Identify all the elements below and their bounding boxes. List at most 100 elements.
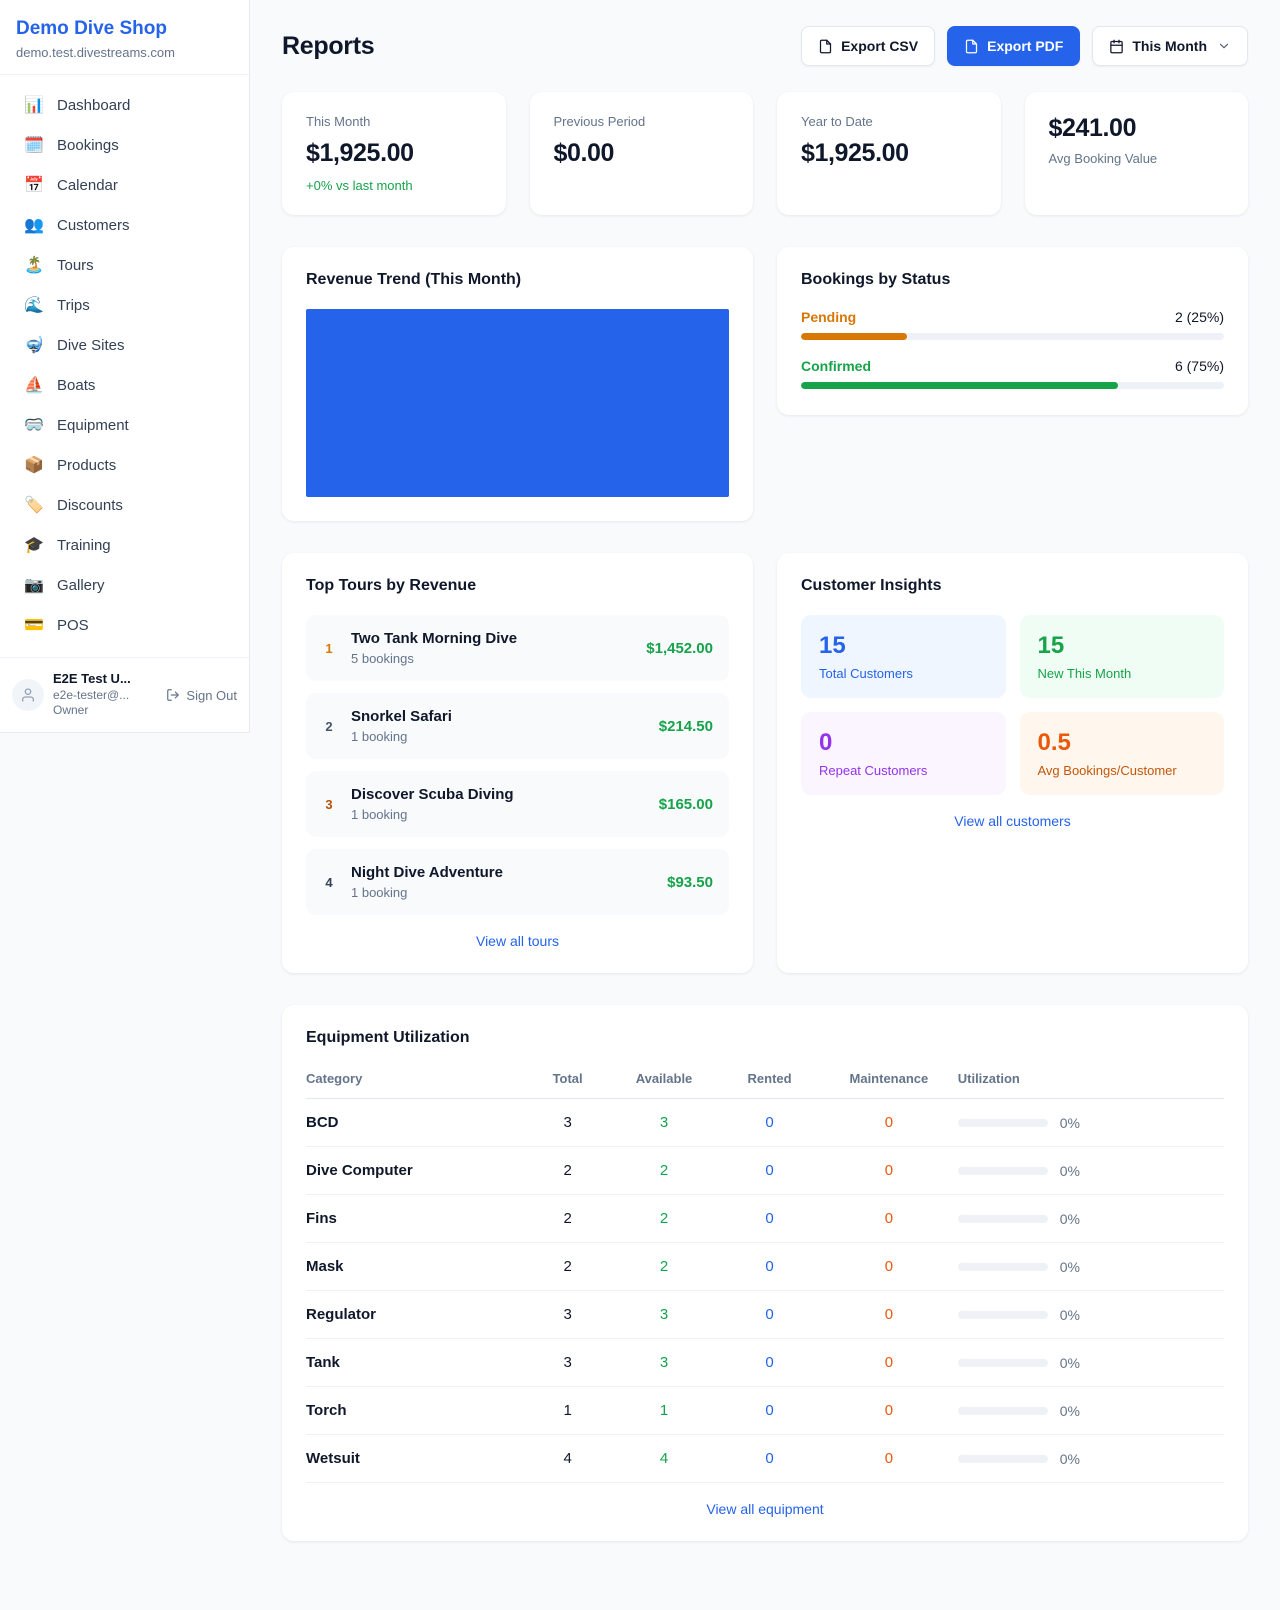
status-count-pending: 2 (25%) [1174, 309, 1224, 325]
status-row-pending: Pending 2 (25%) [801, 309, 1224, 340]
discounts-icon: 🏷️ [24, 497, 44, 514]
stat-label: Previous Period [553, 114, 646, 129]
customer-insights-card: Customer Insights 15 Total Customers 15 … [777, 553, 1248, 973]
sidebar-item-dive-sites[interactable]: 🤿 Dive Sites [0, 325, 249, 365]
equipment-rented: 0 [719, 1242, 821, 1291]
brand-domain: demo.test.divestreams.com [16, 45, 175, 60]
period-dropdown[interactable]: This Month [1092, 26, 1248, 66]
table-row: Torch 1 1 0 0 0% [306, 1386, 1224, 1435]
tour-amount: $93.50 [667, 873, 713, 891]
sidebar-item-equipment[interactable]: 🥽 Equipment [0, 405, 249, 445]
sidebar-item-products[interactable]: 📦 Products [0, 445, 249, 485]
utilization-percent: 0% [1059, 1210, 1080, 1227]
equipment-total: 4 [526, 1434, 609, 1483]
equipment-available: 4 [608, 1434, 720, 1483]
equipment-utilization-card: Equipment Utilization Category Total Ava… [282, 1005, 1248, 1541]
column-header: Maintenance [820, 1067, 958, 1099]
equipment-rented: 0 [719, 1098, 821, 1147]
sidebar-item-discounts[interactable]: 🏷️ Discounts [0, 485, 249, 525]
stat-delta: +0% vs last month [306, 178, 413, 193]
equipment-category: Mask [306, 1242, 527, 1291]
table-row: Regulator 3 3 0 0 0% [306, 1290, 1224, 1339]
sidebar-item-label: Discounts [57, 496, 123, 514]
user-name: E2E Test U... [53, 671, 131, 686]
tour-name: Two Tank Morning Dive [351, 630, 518, 647]
utilization-cell: 0% [957, 1115, 1216, 1131]
tour-bookings: 1 booking [351, 885, 408, 900]
tile-label: New This Month [1037, 666, 1132, 681]
table-row: BCD 3 3 0 0 0% [306, 1098, 1224, 1147]
sign-out-button[interactable]: Sign Out [166, 688, 237, 703]
column-header: Rented [719, 1067, 821, 1099]
bookings-icon: 🗓️ [24, 137, 44, 154]
equipment-total: 2 [526, 1146, 609, 1195]
sidebar-item-label: Tours [57, 256, 94, 274]
sidebar-item-label: POS [57, 616, 89, 634]
view-all-equipment-link[interactable]: View all equipment [706, 1501, 824, 1517]
status-row-confirmed: Confirmed 6 (75%) [801, 358, 1224, 389]
equipment-maintenance: 0 [820, 1290, 958, 1339]
sidebar-item-trips[interactable]: 🌊 Trips [0, 285, 249, 325]
stats-row: This Month $1,925.00 +0% vs last month P… [282, 92, 1248, 215]
column-header: Category [306, 1067, 527, 1099]
tile-total-customers: 15 Total Customers [801, 615, 1006, 698]
sidebar-item-label: Dashboard [57, 96, 131, 114]
export-csv-button[interactable]: Export CSV [801, 26, 936, 66]
tour-row: 1 Two Tank Morning Dive 5 bookings $1,45… [306, 615, 729, 681]
utilization-cell: 0% [957, 1163, 1216, 1179]
sidebar-item-label: Dive Sites [57, 336, 125, 354]
pos-icon: 💳 [24, 617, 44, 634]
equipment-maintenance: 0 [820, 1434, 958, 1483]
tour-row: 2 Snorkel Safari 1 booking $214.50 [306, 693, 729, 759]
table-row: Mask 2 2 0 0 0% [306, 1242, 1224, 1291]
utilization-bar-track [957, 1406, 1048, 1415]
tour-rank: 1 [325, 640, 333, 656]
customers-icon: 👥 [24, 217, 44, 234]
sidebar-item-label: Products [57, 456, 117, 474]
stat-card-avg-booking-value: $241.00 Avg Booking Value [1024, 92, 1248, 215]
person-icon [22, 688, 34, 702]
status-bar-fill-pending [801, 333, 907, 340]
sidebar-item-customers[interactable]: 👥 Customers [0, 205, 249, 245]
utilization-percent: 0% [1059, 1402, 1080, 1419]
equipment-category: Fins [306, 1194, 527, 1243]
equipment-category: BCD [306, 1098, 527, 1147]
column-header: Total [526, 1067, 609, 1099]
sidebar-item-calendar[interactable]: 📅 Calendar [0, 165, 249, 205]
table-row: Dive Computer 2 2 0 0 0% [306, 1146, 1224, 1195]
chevron-down-icon [1217, 39, 1231, 53]
equipment-rented: 0 [719, 1338, 821, 1387]
user-email: e2e-tester@... [53, 687, 130, 702]
sidebar-item-boats[interactable]: ⛵ Boats [0, 365, 249, 405]
view-all-customers-link[interactable]: View all customers [954, 813, 1071, 829]
sidebar-item-label: Customers [57, 216, 130, 234]
sidebar-item-pos[interactable]: 💳 POS [0, 605, 249, 645]
column-header: Utilization [957, 1067, 1224, 1099]
sidebar-item-tours[interactable]: 🏝️ Tours [0, 245, 249, 285]
equipment-maintenance: 0 [820, 1194, 958, 1243]
equipment-table: Category Total Available Rented Maintena… [306, 1067, 1224, 1483]
tour-bookings: 5 bookings [351, 651, 414, 666]
sidebar-item-training[interactable]: 🎓 Training [0, 525, 249, 565]
status-bar-track [801, 333, 1224, 340]
view-all-tours-link[interactable]: View all tours [475, 933, 559, 949]
equipment-total: 2 [526, 1242, 609, 1291]
export-pdf-button[interactable]: Export PDF [947, 26, 1081, 66]
utilization-bar-track [957, 1262, 1048, 1271]
user-role: Owner [53, 703, 89, 718]
revenue-trend-chart [306, 309, 729, 497]
page-title: Reports [282, 31, 375, 60]
bookings-by-status-card: Bookings by Status Pending 2 (25%) Confi… [777, 247, 1248, 415]
stat-card-year-to-date: Year to Date $1,925.00 [777, 92, 1001, 215]
equipment-available: 1 [608, 1386, 720, 1435]
equipment-available: 3 [608, 1098, 720, 1147]
sidebar-item-bookings[interactable]: 🗓️ Bookings [0, 125, 249, 165]
stat-value: $241.00 [1048, 114, 1137, 142]
tour-name: Discover Scuba Diving [351, 786, 514, 803]
equipment-total: 3 [526, 1098, 609, 1147]
sidebar-item-gallery[interactable]: 📷 Gallery [0, 565, 249, 605]
stat-card-previous-period: Previous Period $0.00 [529, 92, 753, 215]
dashboard-icon: 📊 [24, 97, 44, 114]
sidebar-item-dashboard[interactable]: 📊 Dashboard [0, 85, 249, 125]
